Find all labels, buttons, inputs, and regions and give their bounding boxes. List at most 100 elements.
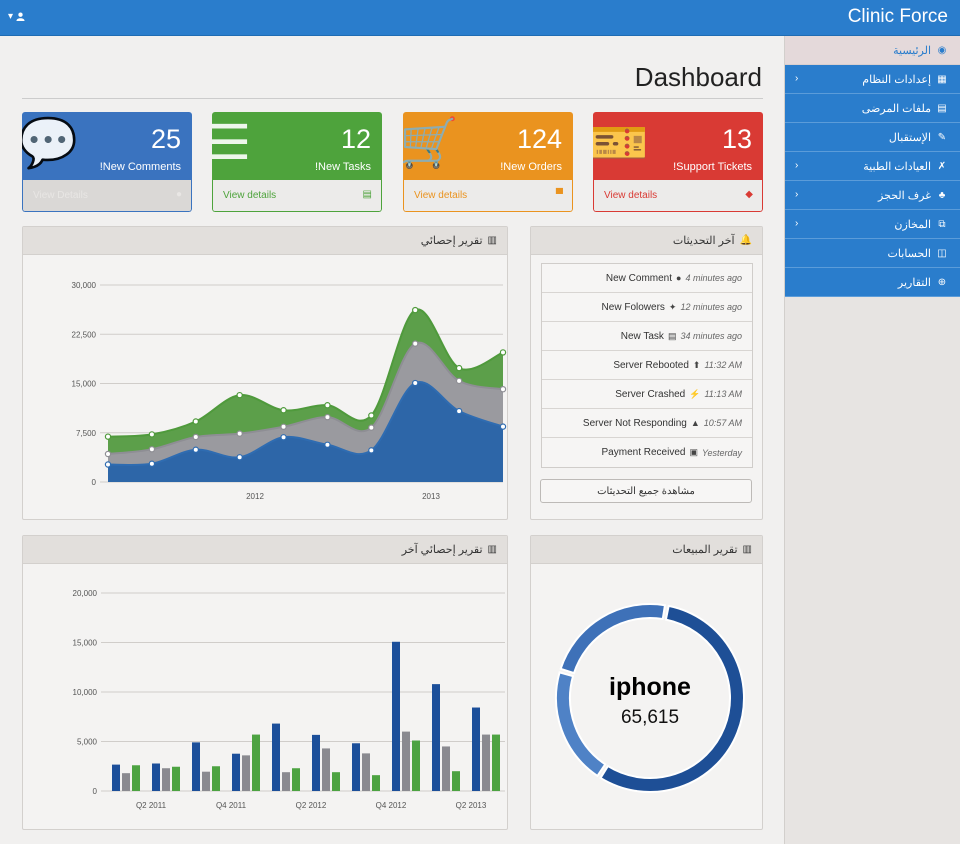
bell-icon: 🔔 [739,235,752,246]
bar [232,753,240,791]
bar [152,763,160,791]
update-item[interactable]: Server Rebooted ⬆ 11:32 AM [542,351,752,380]
sidebar-item[interactable]: الإستقبال ✎ [785,123,960,152]
bar [132,765,140,791]
area-chart-panel: تقرير إحصائي ▥ 0 7,500 15,000 22,500 30,000 2… [22,226,508,520]
ticket-small-icon: ◆ [745,189,753,200]
ticket-icon: 🎫 [593,117,649,170]
donut-slice [555,671,607,778]
data-point [148,431,156,438]
update-item[interactable]: Payment Received ▣ Yesterday [542,438,752,467]
bar [492,734,500,791]
brand-title[interactable]: Clinic Force [847,6,948,27]
data-point [104,450,112,458]
user-menu[interactable]: ▾ [8,11,25,22]
stat-card: ☰ 12 !New Tasks View details ▤ [212,112,382,212]
sidebar-item[interactable]: › العيادات الطبية ✗ [785,152,960,181]
y-tick-label: 5,000 [77,738,98,747]
comments-icon: 💬 [22,117,78,170]
update-time: 11:13 AM [704,389,742,399]
update-item[interactable]: New Task ▤ 34 minutes ago [542,322,752,351]
sidebar-item-label: التقارير [897,276,931,289]
bar [292,768,300,791]
bar [122,773,130,791]
update-item[interactable]: Server Crashed ⚡ 11:13 AM [542,380,752,409]
y-tick-label: 15,000 [72,380,97,389]
bar [332,772,340,791]
update-item[interactable]: New Comment ● 4 minutes ago [542,264,752,293]
bar [252,734,260,791]
y-tick-label: 10,000 [73,688,98,697]
sidebar-item[interactable]: التقارير ⊕ [785,268,960,297]
bar [312,734,320,791]
stat-card-body: 💬 25 !New Comments [22,112,192,180]
bar [442,746,450,791]
view-all-updates-button[interactable]: مشاهدة جميع التحديثات [540,479,752,503]
sidebar-item[interactable]: الرئيسية ◉ [785,36,960,65]
plus-circle-icon: ⊕ [937,276,947,288]
view-details-link[interactable]: View Details ● [22,180,192,212]
update-item[interactable]: New Folowers ✦ 12 minutes ago [542,293,752,322]
panel-title: تقرير إحصائي [420,235,483,247]
stat-label: !New Comments [99,161,181,173]
data-point [280,434,287,441]
y-tick-label: 30,000 [72,281,97,290]
x-tick-label: 2012 [246,492,264,501]
tasks-small-icon: ▤ [362,189,372,200]
update-item[interactable]: Server Not Responding ▲ 10:57 AM [542,409,752,438]
money-icon: ▣ [689,447,698,457]
sidebar-item[interactable]: › غرف الحجز ♣ [785,181,960,210]
bar [192,742,200,791]
view-details-link[interactable]: View details ▤ [212,180,382,212]
bar [162,768,170,791]
bar [372,775,380,791]
bar [432,684,440,791]
stat-count: 25 [150,124,181,154]
updates-panel: آخر التحديثات 🔔 New Comment ● 4 minutes ag… [530,226,763,520]
updates-list: New Comment ● 4 minutes ago New Folowers ✦ 12… [541,263,753,468]
bar-chart-panel: تقرير إحصائي آخر ▥ 0 5,000 10,000 15,000 20,… [22,535,508,830]
dashboard-icon: ◉ [937,44,947,56]
edit-icon: ✎ [937,131,947,143]
bar [412,740,420,791]
x-tick-label: Q4 2011 [216,801,247,810]
data-point [455,407,463,415]
sidebar-item[interactable]: › المخازن ⧉ [785,210,960,239]
bar [242,755,250,791]
stat-label: !New Orders [500,161,562,173]
sidebar-item[interactable]: › إعدادات النظام ▦ [785,65,960,94]
data-point [455,377,463,385]
comment-icon: ● [175,189,182,200]
sidebar-item-label: المخازن [894,218,931,231]
panel-header: تقرير إحصائي ▥ [23,227,507,255]
data-point [324,441,331,448]
y-tick-label: 0 [92,478,97,487]
stat-count: 13 [721,124,752,154]
data-point [499,385,507,393]
panel-header: تقرير المبيعات ▥ [531,536,762,564]
stat-label: !Support Tickets [673,161,752,173]
top-navbar: ▾ Clinic Force [0,0,960,36]
view-details-link[interactable]: View details ◆ [593,180,763,212]
bar [212,766,220,791]
bar [172,766,180,791]
stat-card: 🎫 13 !Support Tickets View details ◆ [593,112,763,212]
data-point [192,433,199,441]
data-point [324,413,331,421]
update-label: New Folowers [601,301,665,313]
cart-icon: 🛒 [403,117,459,170]
sidebar-item-label: إعدادات النظام [862,73,931,86]
twitter-icon: ✦ [668,301,677,312]
view-details-link[interactable]: View details ▀ [403,180,573,212]
page-title: Dashboard [634,62,762,92]
bar [112,764,120,791]
sidebar-item[interactable]: الحسابات ◫ [785,239,960,268]
sitemap-icon: ♣ [938,189,946,201]
data-point [236,391,243,399]
sidebar-item-label: الإستقبال [888,131,931,144]
data-point [148,446,156,453]
title-divider [22,98,763,99]
sidebar-item[interactable]: ملفات المرضى ▤ [785,94,960,123]
cart-small-icon: ▀ [555,189,563,200]
donut-center-value: 65,615 [621,707,679,728]
